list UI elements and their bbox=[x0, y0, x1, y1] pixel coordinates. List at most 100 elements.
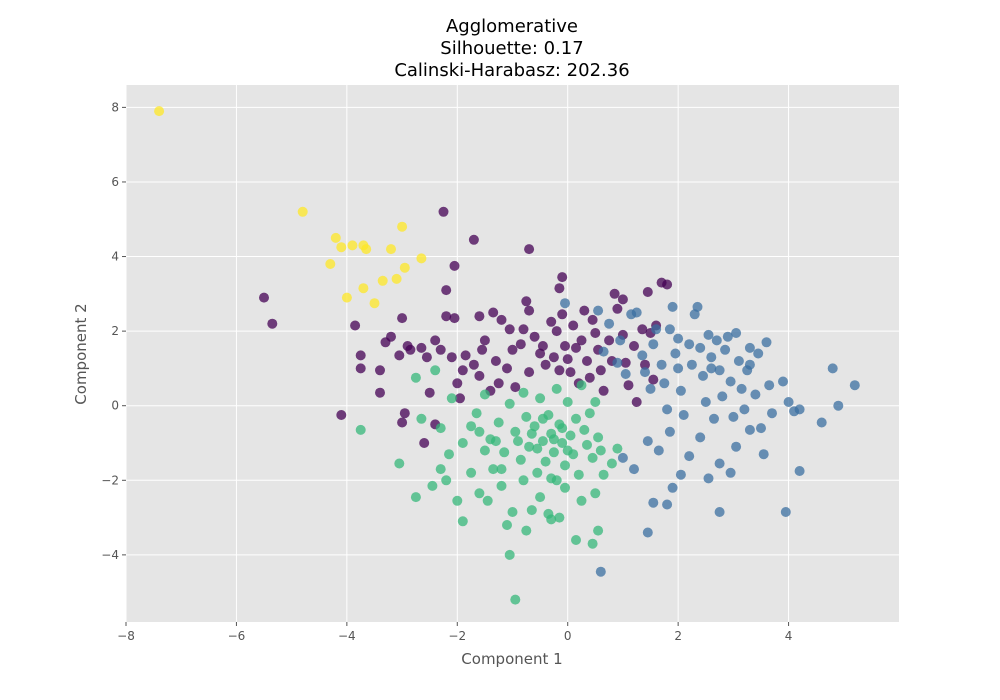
data-point bbox=[645, 383, 656, 394]
data-point bbox=[565, 367, 576, 378]
data-point bbox=[629, 341, 639, 351]
data-point bbox=[521, 525, 532, 536]
data-point bbox=[419, 438, 430, 448]
data-point bbox=[515, 339, 526, 350]
data-point bbox=[416, 342, 427, 353]
data-point bbox=[753, 348, 764, 359]
data-point bbox=[637, 324, 648, 335]
data-point bbox=[587, 314, 598, 325]
data-point bbox=[513, 436, 523, 447]
data-point bbox=[377, 275, 388, 286]
data-point bbox=[695, 342, 706, 353]
data-point bbox=[479, 335, 490, 346]
data-point bbox=[579, 305, 590, 316]
data-point bbox=[711, 335, 722, 346]
data-point bbox=[457, 365, 468, 376]
y-tick-label: −4 bbox=[101, 548, 119, 562]
data-point bbox=[479, 389, 490, 400]
data-point bbox=[515, 454, 526, 465]
x-tick-label: 0 bbox=[564, 629, 572, 643]
data-point bbox=[504, 398, 515, 409]
data-point bbox=[667, 482, 678, 493]
data-point bbox=[554, 365, 565, 376]
data-point bbox=[479, 445, 490, 456]
data-point bbox=[604, 318, 615, 329]
data-point bbox=[449, 313, 460, 324]
data-point bbox=[446, 352, 457, 363]
data-point bbox=[731, 328, 742, 338]
data-point bbox=[582, 356, 592, 366]
data-point bbox=[474, 426, 485, 437]
data-point bbox=[488, 464, 499, 475]
data-point bbox=[416, 253, 427, 264]
data-point bbox=[397, 417, 408, 428]
data-point bbox=[664, 426, 675, 437]
data-point bbox=[590, 397, 601, 407]
chart-title-line-3: Calinski-Harabasz: 202.36 bbox=[394, 60, 629, 81]
data-point bbox=[648, 374, 659, 385]
data-point bbox=[706, 352, 717, 363]
data-point bbox=[562, 354, 573, 365]
data-point bbox=[524, 244, 535, 255]
data-point bbox=[532, 467, 543, 478]
data-point bbox=[794, 466, 805, 476]
data-point bbox=[410, 492, 421, 503]
data-point bbox=[565, 430, 576, 441]
data-point bbox=[648, 339, 659, 350]
data-point bbox=[466, 421, 477, 432]
data-point bbox=[554, 283, 565, 294]
data-point bbox=[405, 344, 416, 355]
data-point bbox=[394, 458, 405, 469]
data-point bbox=[435, 464, 446, 475]
data-point bbox=[725, 467, 736, 478]
data-point bbox=[474, 311, 485, 322]
data-point bbox=[576, 380, 587, 391]
cluster-0-points bbox=[154, 106, 427, 309]
data-point bbox=[612, 443, 623, 454]
data-point bbox=[706, 363, 717, 374]
data-point bbox=[468, 234, 479, 245]
data-point bbox=[598, 346, 609, 357]
data-point bbox=[560, 341, 570, 351]
data-point bbox=[675, 385, 686, 396]
data-point bbox=[571, 413, 581, 424]
data-point bbox=[435, 423, 446, 434]
x-tick-label: −4 bbox=[338, 629, 356, 643]
x-tick-label: −2 bbox=[448, 629, 466, 643]
data-point bbox=[526, 428, 537, 439]
data-point bbox=[444, 449, 454, 460]
x-axis-ticks: −8 −6 −4 −2 0 2 4 bbox=[117, 622, 792, 643]
data-point bbox=[673, 333, 684, 344]
data-point bbox=[546, 514, 557, 525]
data-point bbox=[722, 331, 733, 342]
data-point bbox=[731, 441, 742, 452]
data-point bbox=[507, 344, 518, 355]
data-point bbox=[424, 387, 435, 398]
data-point bbox=[703, 473, 714, 484]
data-point bbox=[764, 380, 775, 391]
data-point bbox=[703, 329, 714, 340]
data-point bbox=[584, 372, 595, 383]
data-point bbox=[733, 356, 744, 366]
data-point bbox=[358, 283, 369, 294]
data-point bbox=[457, 438, 468, 448]
data-point bbox=[548, 447, 559, 458]
chart-title-line-1: Agglomerative bbox=[446, 16, 578, 37]
data-point bbox=[430, 335, 441, 346]
data-point bbox=[551, 383, 562, 394]
data-point bbox=[507, 507, 518, 517]
data-point bbox=[557, 272, 568, 283]
data-point bbox=[598, 469, 609, 480]
data-point bbox=[375, 365, 385, 376]
data-point bbox=[714, 507, 725, 517]
y-tick-label: 8 bbox=[111, 100, 119, 114]
data-point bbox=[576, 335, 587, 346]
data-point bbox=[341, 292, 352, 303]
data-point bbox=[490, 356, 501, 366]
y-axis-ticks: −4 −2 0 2 4 6 8 bbox=[101, 100, 126, 562]
data-point bbox=[833, 400, 844, 411]
data-point bbox=[695, 432, 706, 443]
data-point bbox=[557, 438, 568, 448]
data-point bbox=[518, 475, 529, 486]
chart-title-line-2: Silhouette: 0.17 bbox=[440, 38, 583, 59]
